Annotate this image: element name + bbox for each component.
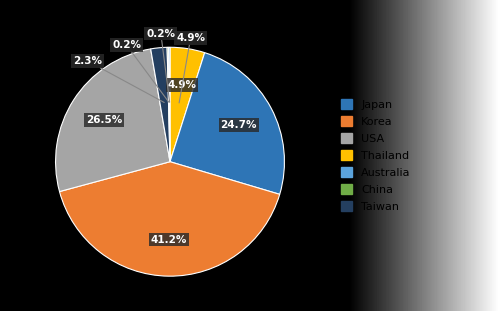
Wedge shape — [170, 47, 204, 162]
Legend: Japan, Korea, USA, Thailand, Australia, China, Taiwan: Japan, Korea, USA, Thailand, Australia, … — [336, 94, 416, 217]
Title: Distribution of data origin: Distribution of data origin — [16, 0, 324, 12]
Text: 4.9%: 4.9% — [176, 33, 205, 103]
Text: 26.5%: 26.5% — [86, 115, 122, 125]
Text: 2.3%: 2.3% — [73, 56, 164, 103]
Wedge shape — [170, 53, 284, 194]
Text: 24.7%: 24.7% — [220, 120, 257, 130]
Wedge shape — [167, 47, 170, 162]
Text: 0.2%: 0.2% — [112, 40, 169, 102]
Text: 2.3%: 2.3% — [0, 310, 1, 311]
Wedge shape — [56, 49, 170, 192]
Text: 4.9%: 4.9% — [168, 80, 196, 90]
Wedge shape — [150, 47, 170, 162]
Text: 0.2%: 0.2% — [146, 29, 176, 102]
Wedge shape — [60, 162, 280, 276]
Wedge shape — [168, 47, 170, 162]
Text: 0.2%: 0.2% — [0, 310, 1, 311]
Text: 41.2%: 41.2% — [151, 234, 187, 244]
Text: 0.2%: 0.2% — [0, 310, 1, 311]
